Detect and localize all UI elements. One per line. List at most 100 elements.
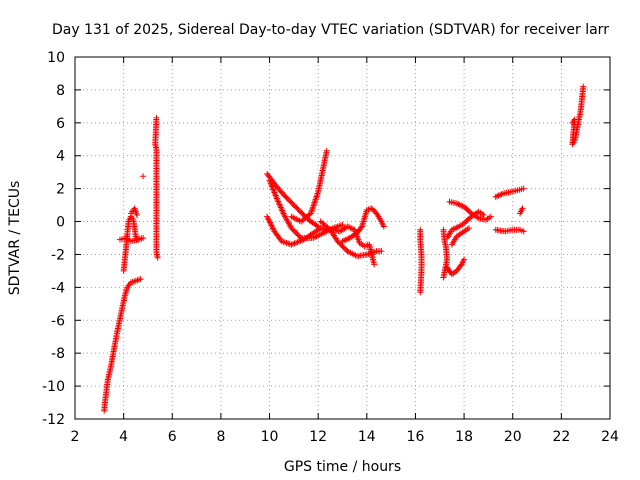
data-point xyxy=(339,238,346,245)
data-point xyxy=(580,83,587,90)
y-tick-label: -8 xyxy=(51,346,65,362)
y-tick-label: 6 xyxy=(56,116,65,132)
plot-frame xyxy=(74,56,611,420)
data-point xyxy=(371,261,378,268)
data-point xyxy=(378,248,385,255)
data-point xyxy=(497,191,504,198)
data-point xyxy=(309,205,316,212)
data-point xyxy=(273,195,280,202)
data-point xyxy=(519,205,526,212)
data-point xyxy=(417,289,424,296)
data-point xyxy=(314,191,321,198)
data-point xyxy=(325,225,332,232)
data-point xyxy=(487,213,494,220)
y-tick-label: 2 xyxy=(56,182,65,198)
data-point xyxy=(465,225,472,232)
data-point xyxy=(340,237,347,244)
data-point xyxy=(269,225,276,232)
data-point xyxy=(345,224,352,231)
data-point xyxy=(342,236,349,243)
data-point xyxy=(458,202,465,209)
data-point xyxy=(348,225,355,232)
y-tick-label: -12 xyxy=(42,412,65,428)
data-point xyxy=(344,223,351,230)
data-point xyxy=(269,223,276,230)
data-point xyxy=(520,228,527,235)
axis-ticks: 2 4 6 8 10 12 14 16 18 20 22 24-12-10-8-6-4-2024681… xyxy=(42,50,619,445)
data-point xyxy=(498,191,505,198)
data-point xyxy=(450,226,457,233)
data-point xyxy=(134,211,141,218)
data-point xyxy=(267,221,274,228)
data-point xyxy=(343,236,350,243)
data-point xyxy=(480,211,487,218)
data-point xyxy=(265,216,272,223)
y-tick-label: 0 xyxy=(56,215,65,231)
data-point xyxy=(279,208,286,215)
y-axis-label: SDTVAR / TECUs xyxy=(7,181,23,296)
data-points xyxy=(101,83,587,414)
data-point xyxy=(264,215,271,222)
data-point xyxy=(453,200,460,207)
data-point xyxy=(140,173,147,180)
x-tick-label: 18 xyxy=(455,429,473,445)
data-point xyxy=(495,192,502,199)
x-tick-label: 2 xyxy=(71,429,80,445)
data-point xyxy=(312,198,319,205)
data-point xyxy=(277,202,284,209)
data-point xyxy=(275,198,282,205)
x-tick-label: 10 xyxy=(261,429,279,445)
y-tick-label: -4 xyxy=(51,280,65,296)
data-point xyxy=(154,254,161,261)
data-point xyxy=(312,196,319,203)
data-point xyxy=(137,276,144,283)
y-tick-label: -10 xyxy=(42,379,65,395)
data-point xyxy=(314,190,321,197)
data-point xyxy=(311,201,318,208)
y-tick-label: 8 xyxy=(56,83,65,99)
data-point xyxy=(492,193,499,200)
data-point xyxy=(276,201,283,208)
data-point xyxy=(347,224,354,231)
data-point xyxy=(313,193,320,200)
data-point xyxy=(277,204,284,211)
data-point xyxy=(453,224,460,231)
data-point xyxy=(264,213,271,220)
x-axis-label: GPS time / hours xyxy=(284,459,401,475)
data-point xyxy=(461,256,468,263)
data-point xyxy=(278,205,285,212)
x-tick-label: 14 xyxy=(358,429,376,445)
x-tick-label: 20 xyxy=(504,429,522,445)
chart-title: Day 131 of 2025, Sidereal Day-to-day VTE… xyxy=(52,22,609,38)
data-point xyxy=(279,207,286,214)
data-point xyxy=(323,147,330,154)
y-tick-label: -6 xyxy=(51,313,65,329)
y-tick-label: -2 xyxy=(51,247,65,263)
data-point xyxy=(274,197,281,204)
data-point xyxy=(455,201,462,208)
data-point xyxy=(440,274,447,281)
data-point xyxy=(459,229,466,236)
data-point xyxy=(520,185,527,192)
data-point xyxy=(268,222,275,229)
data-point xyxy=(454,224,461,231)
data-point xyxy=(380,223,387,230)
x-tick-label: 6 xyxy=(168,429,177,445)
data-point xyxy=(275,199,282,206)
x-tick-label: 16 xyxy=(407,429,425,445)
data-point xyxy=(448,226,455,233)
data-point xyxy=(267,219,274,226)
data-point xyxy=(456,201,463,208)
data-point xyxy=(266,218,273,225)
data-point xyxy=(310,202,317,209)
x-tick-label: 22 xyxy=(552,429,570,445)
y-tick-label: 4 xyxy=(56,149,65,165)
data-point xyxy=(311,199,318,206)
x-tick-label: 8 xyxy=(216,429,225,445)
data-point xyxy=(140,235,147,241)
data-point xyxy=(313,222,320,229)
data-point xyxy=(357,224,364,231)
data-point xyxy=(313,195,320,202)
data-point xyxy=(309,204,316,211)
data-point xyxy=(280,210,287,217)
